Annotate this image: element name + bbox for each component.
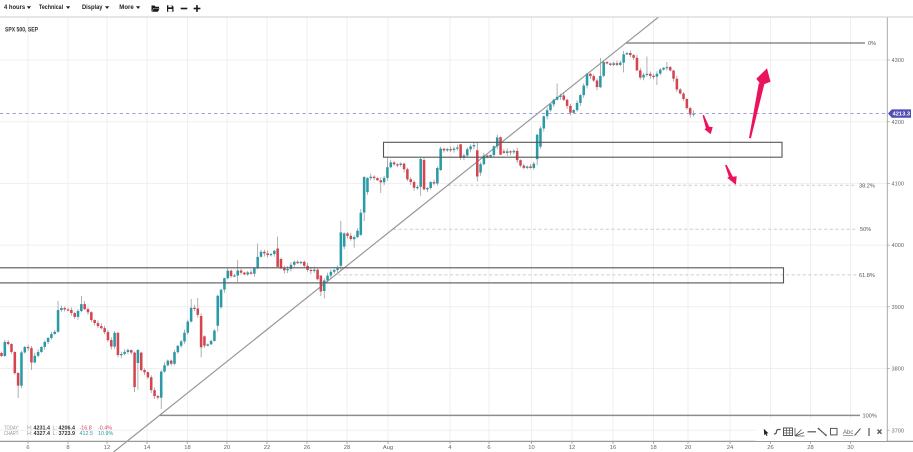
svg-text:28: 28 bbox=[807, 445, 813, 451]
svg-text:38.2%: 38.2% bbox=[859, 183, 875, 189]
svg-text:-16.8: -16.8 bbox=[80, 426, 92, 432]
svg-text:L:: L: bbox=[53, 431, 58, 437]
svg-text:3800: 3800 bbox=[892, 367, 904, 373]
svg-text:4213.3: 4213.3 bbox=[893, 112, 911, 118]
svg-text:4206.4: 4206.4 bbox=[59, 426, 76, 432]
svg-text:Aug: Aug bbox=[383, 445, 393, 451]
svg-text:3723.9: 3723.9 bbox=[59, 431, 76, 437]
svg-text:16: 16 bbox=[610, 445, 616, 451]
svg-text:4 hours: 4 hours bbox=[4, 4, 25, 11]
svg-text:12: 12 bbox=[569, 445, 575, 451]
svg-text:6: 6 bbox=[26, 445, 29, 451]
svg-text:3700: 3700 bbox=[892, 428, 904, 434]
svg-text:24: 24 bbox=[727, 445, 734, 451]
svg-text:Technical: Technical bbox=[39, 4, 63, 11]
svg-text:61.8%: 61.8% bbox=[859, 273, 875, 279]
svg-text:-0.4%: -0.4% bbox=[98, 426, 112, 432]
svg-text:CHART:: CHART: bbox=[4, 431, 19, 437]
svg-text:L:: L: bbox=[53, 426, 58, 432]
svg-text:TODAY:: TODAY: bbox=[4, 426, 19, 432]
svg-text:4327.4: 4327.4 bbox=[34, 431, 51, 437]
svg-text:H:: H: bbox=[27, 431, 32, 437]
svg-text:3900: 3900 bbox=[892, 305, 904, 311]
svg-text:SPX 500, SEP: SPX 500, SEP bbox=[5, 27, 38, 34]
svg-text:8: 8 bbox=[66, 445, 69, 451]
svg-text:100%: 100% bbox=[863, 414, 877, 420]
svg-text:28: 28 bbox=[344, 445, 350, 451]
svg-text:4: 4 bbox=[448, 445, 452, 451]
svg-text:Display: Display bbox=[82, 4, 103, 11]
svg-text:10.9%: 10.9% bbox=[98, 431, 113, 437]
svg-text:412.5: 412.5 bbox=[80, 431, 94, 437]
svg-text:Abc: Abc bbox=[843, 430, 853, 436]
svg-text:10: 10 bbox=[528, 445, 534, 451]
svg-text:20: 20 bbox=[224, 445, 230, 451]
svg-text:4000: 4000 bbox=[892, 243, 904, 249]
svg-text:18: 18 bbox=[650, 445, 656, 451]
svg-text:4200: 4200 bbox=[892, 120, 904, 126]
svg-text:50%: 50% bbox=[860, 227, 871, 233]
svg-text:4100: 4100 bbox=[892, 182, 904, 188]
svg-text:26: 26 bbox=[767, 445, 773, 451]
svg-text:0%: 0% bbox=[868, 41, 876, 47]
svg-text:More: More bbox=[119, 4, 134, 11]
svg-text:H:: H: bbox=[27, 426, 32, 432]
svg-text:12: 12 bbox=[104, 445, 110, 451]
svg-text:4231.4: 4231.4 bbox=[34, 426, 51, 432]
svg-text:18: 18 bbox=[184, 445, 190, 451]
svg-text:30: 30 bbox=[847, 445, 853, 451]
svg-text:6: 6 bbox=[487, 445, 490, 451]
svg-text:22: 22 bbox=[264, 445, 270, 451]
svg-text:26: 26 bbox=[304, 445, 310, 451]
svg-text:4300: 4300 bbox=[892, 58, 904, 64]
svg-text:20: 20 bbox=[685, 445, 691, 451]
svg-text:14: 14 bbox=[144, 445, 151, 451]
